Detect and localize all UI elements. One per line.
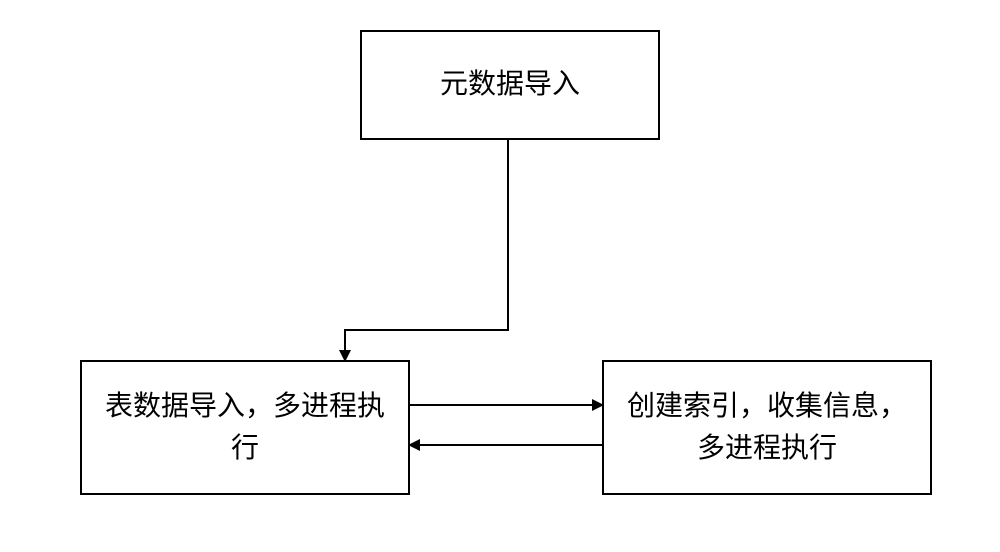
edge-top-to-left — [345, 140, 508, 360]
node-table-data-import: 表数据导入，多进程执行 — [80, 360, 410, 495]
node-label: 元数据导入 — [440, 64, 580, 106]
node-create-index: 创建索引，收集信息，多进程执行 — [602, 360, 932, 495]
node-label: 表数据导入，多进程执行 — [102, 386, 388, 470]
node-metadata-import: 元数据导入 — [360, 30, 660, 140]
flowchart-canvas: 元数据导入 表数据导入，多进程执行 创建索引，收集信息，多进程执行 — [0, 0, 1000, 552]
node-label: 创建索引，收集信息，多进程执行 — [624, 386, 910, 470]
